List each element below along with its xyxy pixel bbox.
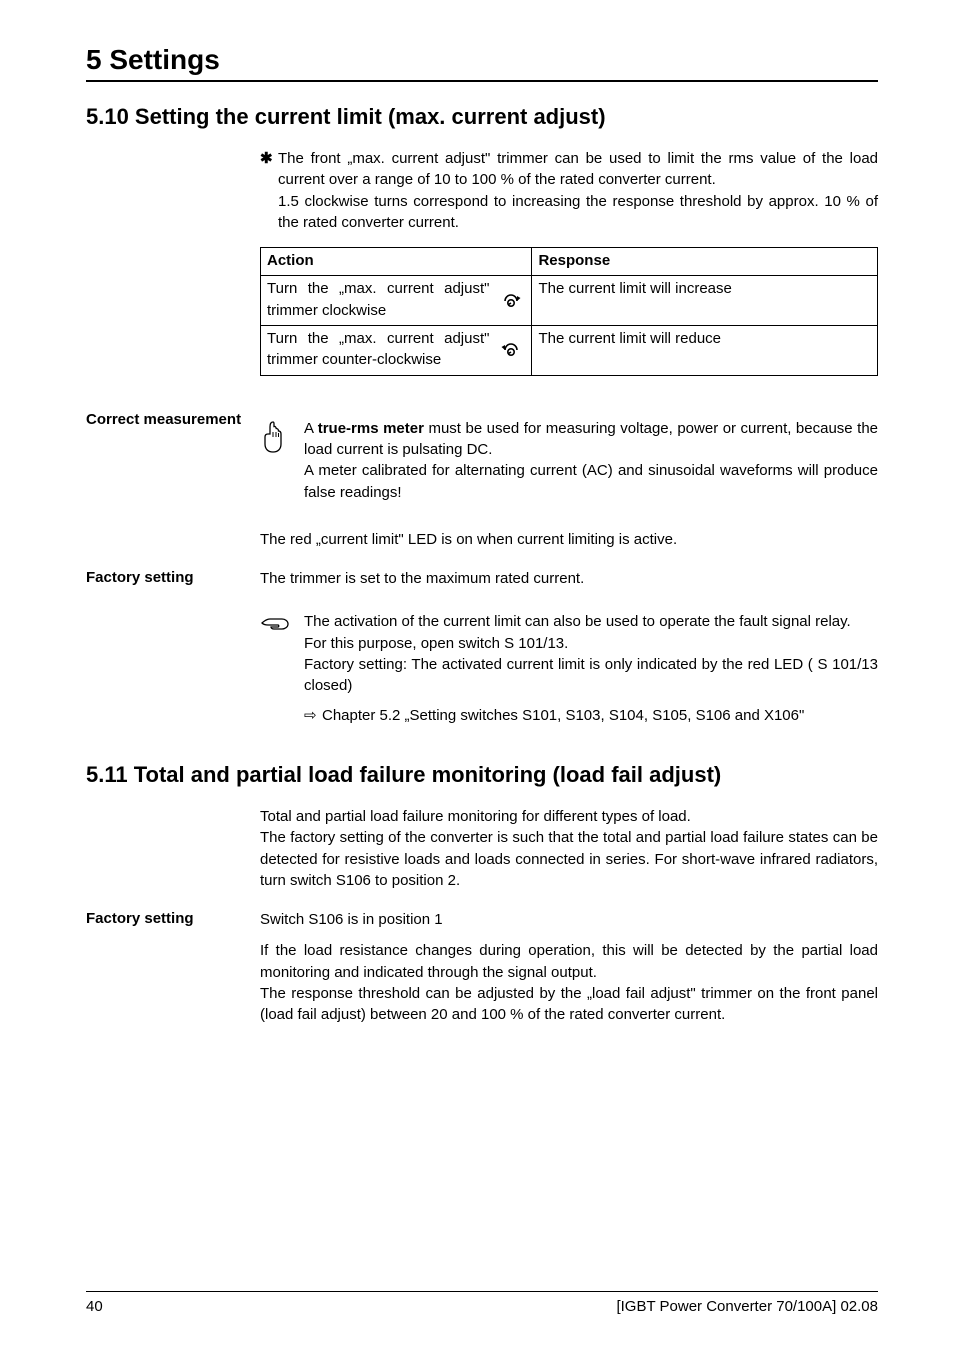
- rotate-ccw-icon: [499, 337, 525, 361]
- page-number: 40: [86, 1298, 103, 1315]
- table-header-response: Response: [532, 248, 878, 276]
- led-line: The red „current limit" LED is on when c…: [260, 529, 878, 550]
- action-text: Turn the „max. current adjust" trimmer c…: [267, 278, 489, 321]
- ac-line: A meter calibrated for alternating curre…: [304, 462, 878, 500]
- body-line-2: The response threshold can be adjusted b…: [260, 985, 878, 1023]
- section-511-intro: Total and partial load failure monitorin…: [260, 806, 878, 891]
- section-510-intro: ✱ The front „max. current adjust" trimme…: [260, 148, 878, 376]
- action-text: Turn the „max. current adjust" trimmer c…: [267, 328, 489, 371]
- correct-measurement-block: A true-rms meter must be used for measur…: [260, 418, 878, 503]
- section-511-body: If the load resistance changes during op…: [260, 940, 878, 1025]
- sidebar-factory-setting-510: Factory setting: [86, 568, 246, 588]
- star-text: The front „max. current adjust" trimmer …: [278, 148, 878, 233]
- chapter-rule: [86, 80, 878, 82]
- section-510-heading: 5.10 Setting the current limit (max. cur…: [86, 104, 878, 130]
- tip-hand-icon: [260, 611, 288, 635]
- chapter-title: 5 Settings: [86, 44, 878, 76]
- tip-line-1: The activation of the current limit can …: [304, 613, 851, 630]
- action-response-table: Action Response Turn the „max. current a…: [260, 247, 878, 375]
- sidebar-correct-measurement: Correct measurement: [86, 410, 246, 430]
- rotate-cw-icon: [499, 288, 525, 312]
- xref-text: Chapter 5.2 „Setting switches S101, S103…: [322, 705, 878, 726]
- doc-id: [IGBT Power Converter 70/100A] 02.08: [616, 1298, 878, 1315]
- factory-511-text: Switch S106 is in position 1: [260, 909, 878, 930]
- intro-line-1: Total and partial load failure monitorin…: [260, 808, 691, 825]
- tip-block: The activation of the current limit can …: [260, 611, 878, 725]
- body-line-1: If the load resistance changes during op…: [260, 942, 878, 980]
- response-cell: The current limit will increase: [532, 276, 878, 326]
- intro-line-2: The factory setting of the converter is …: [260, 829, 878, 889]
- correct-measurement-text: A true-rms meter must be used for measur…: [304, 418, 878, 503]
- table-row: Turn the „max. current adjust" trimmer c…: [261, 276, 878, 326]
- factory-510-text: The trimmer is set to the maximum rated …: [260, 568, 878, 589]
- arrow-right-icon: ⇨: [304, 705, 322, 726]
- action-cell: Turn the „max. current adjust" trimmer c…: [261, 276, 532, 326]
- section-511-heading: 5.11 Total and partial load failure moni…: [86, 762, 878, 788]
- tip-line-3: Factory setting: The activated current l…: [304, 656, 878, 694]
- tip-line-2: For this purpose, open switch S 101/13.: [304, 635, 568, 652]
- xref-row: ⇨ Chapter 5.2 „Setting switches S101, S1…: [304, 705, 878, 726]
- tip-text: The activation of the current limit can …: [304, 611, 878, 725]
- rms-line: A true-rms meter must be used for measur…: [304, 420, 878, 458]
- page: 5 Settings 5.10 Setting the current limi…: [0, 0, 954, 1351]
- star-text-1: The front „max. current adjust" trimmer …: [278, 150, 878, 188]
- table-header-action: Action: [261, 248, 532, 276]
- star-item: ✱ The front „max. current adjust" trimme…: [260, 148, 878, 233]
- sidebar-factory-setting-511: Factory setting: [86, 909, 246, 929]
- table-row: Turn the „max. current adjust" trimmer c…: [261, 326, 878, 376]
- hand-point-icon: [260, 418, 288, 454]
- star-text-2: 1.5 clockwise turns correspond to increa…: [278, 193, 878, 231]
- star-bullet-icon: ✱: [260, 148, 278, 233]
- response-cell: The current limit will reduce: [532, 326, 878, 376]
- page-footer: 40 [IGBT Power Converter 70/100A] 02.08: [86, 1291, 878, 1315]
- action-cell: Turn the „max. current adjust" trimmer c…: [261, 326, 532, 376]
- table-header-row: Action Response: [261, 248, 878, 276]
